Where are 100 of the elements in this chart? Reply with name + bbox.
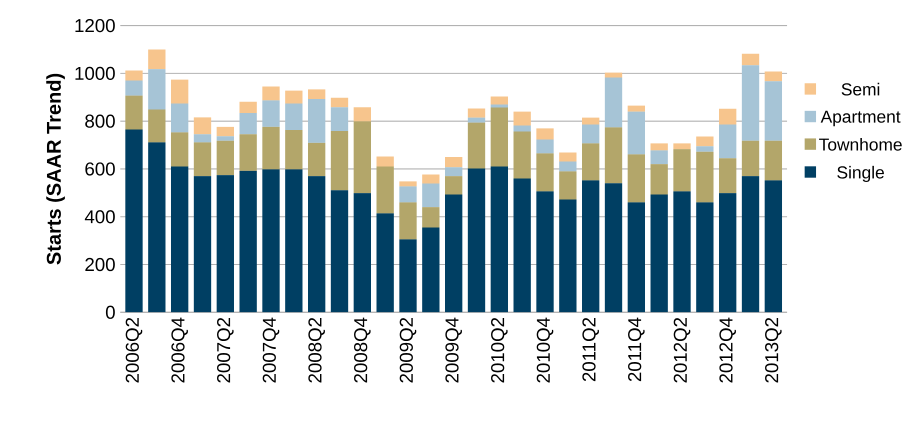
bar — [308, 89, 326, 99]
bar — [376, 213, 394, 312]
bar — [719, 193, 736, 312]
bar — [445, 167, 462, 176]
bar — [170, 132, 188, 167]
bar — [764, 72, 782, 82]
bar — [422, 174, 440, 184]
bar — [514, 178, 531, 312]
x-tick-label: 2013Q2 — [765, 318, 782, 383]
bar — [376, 166, 394, 214]
bar — [399, 239, 417, 312]
bar — [742, 65, 760, 141]
bar — [582, 124, 600, 144]
bar — [239, 102, 257, 114]
bar — [216, 175, 234, 312]
bar — [330, 130, 348, 190]
bar — [696, 136, 714, 146]
bar — [308, 98, 326, 143]
bar — [239, 134, 257, 171]
x-tick-label: 2009Q4 — [445, 318, 462, 383]
bar — [330, 190, 348, 312]
bar — [514, 125, 531, 132]
x-tick-label: 2009Q2 — [400, 318, 416, 383]
bar — [468, 168, 486, 312]
bar — [696, 146, 714, 152]
bar — [604, 72, 622, 78]
bar — [468, 118, 486, 123]
bar — [559, 152, 577, 162]
x-tick-label: 2006Q4 — [171, 318, 188, 383]
y-tick-label: 200 — [85, 258, 115, 272]
bar — [742, 140, 760, 176]
bar — [194, 176, 212, 312]
x-tick-label: 2006Q2 — [126, 318, 142, 383]
bar — [582, 118, 600, 125]
bar — [696, 202, 714, 312]
bar — [764, 81, 782, 141]
bar — [490, 108, 508, 167]
bar — [742, 176, 760, 312]
bar — [330, 98, 348, 108]
bar — [148, 142, 166, 312]
bar — [308, 142, 326, 176]
x-tick-label: 2011Q4 — [628, 318, 645, 382]
bar — [262, 169, 280, 312]
bar — [445, 176, 462, 195]
y-tick-label: 1200 — [75, 19, 115, 32]
bar — [559, 200, 577, 312]
bar — [422, 207, 440, 228]
bar — [628, 106, 646, 112]
bar — [445, 194, 462, 312]
bar — [354, 193, 372, 312]
bar — [445, 157, 462, 168]
bar — [514, 131, 531, 179]
bar — [719, 158, 736, 194]
bar — [399, 202, 417, 240]
bar — [216, 140, 234, 176]
bar — [125, 130, 143, 312]
bar — [468, 108, 486, 118]
bar — [170, 166, 188, 312]
bar — [239, 170, 257, 312]
bar — [696, 152, 714, 202]
bar — [216, 136, 234, 141]
bar — [536, 153, 554, 192]
bar — [490, 166, 508, 312]
x-tick-label: 2007Q4 — [262, 318, 280, 383]
bar — [650, 194, 668, 312]
bar — [170, 80, 188, 104]
bar — [650, 150, 668, 164]
x-tick-label: 2012Q2 — [674, 318, 690, 383]
bar — [650, 143, 668, 150]
bar — [148, 109, 166, 142]
bar — [170, 104, 188, 132]
bar — [582, 180, 600, 312]
bar — [536, 140, 554, 154]
bar — [604, 127, 622, 184]
bar — [490, 96, 508, 104]
bar — [194, 142, 212, 176]
bar — [536, 128, 554, 140]
bar — [216, 126, 234, 136]
x-tick-label: 2008Q2 — [308, 318, 325, 383]
bar — [628, 202, 646, 312]
x-tick-label: 2010Q4 — [536, 318, 554, 383]
bar — [673, 191, 691, 312]
bar — [285, 130, 302, 170]
x-tick-label: 2008Q4 — [354, 318, 371, 383]
bar — [650, 164, 668, 195]
bar — [194, 117, 212, 134]
x-tick-label: 2012Q4 — [719, 318, 736, 383]
bar — [285, 90, 302, 104]
bar — [330, 107, 348, 131]
bar — [628, 154, 646, 202]
x-tick-label: 2011Q2 — [582, 318, 599, 382]
bar — [125, 70, 143, 81]
bar — [262, 100, 280, 127]
bar — [628, 112, 646, 154]
bar — [125, 96, 143, 130]
bar — [422, 184, 440, 208]
bar — [536, 191, 554, 312]
y-tick-label: 0 — [106, 306, 115, 319]
bar — [764, 180, 782, 312]
bar — [764, 140, 782, 180]
